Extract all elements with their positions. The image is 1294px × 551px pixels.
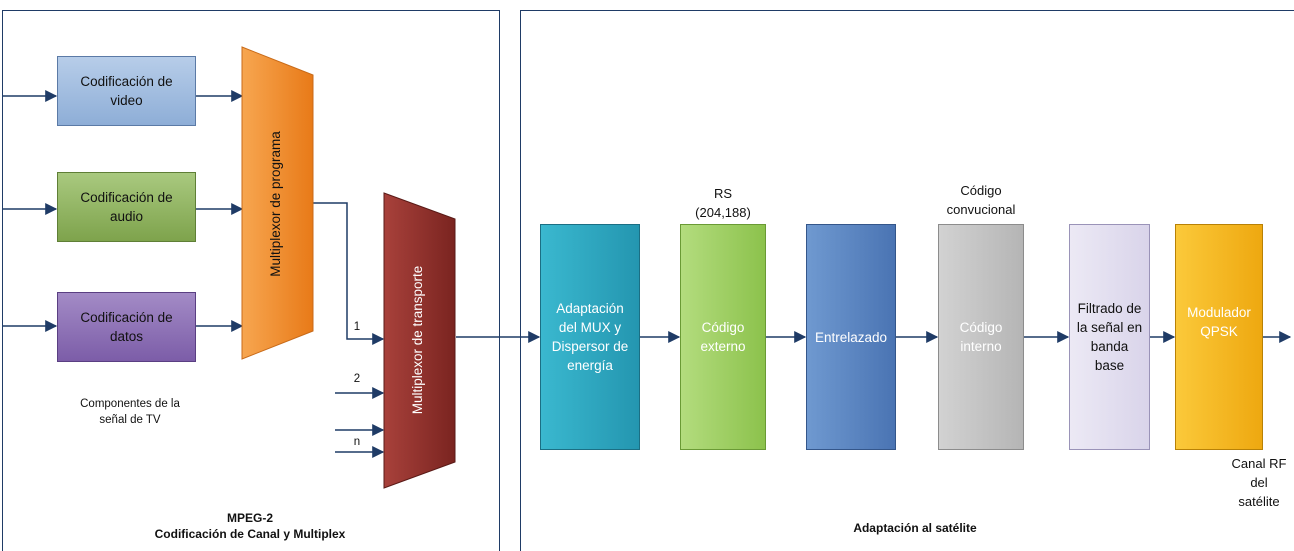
rf-label: Canal RF del satélite [1226, 454, 1292, 511]
datos-coding-block: Codificación de datos [57, 292, 196, 362]
rs-label-line1: RS [713, 186, 733, 201]
entrelazado-block: Entrelazado [806, 224, 896, 450]
program-mux-label: Multiplexor de programa [268, 131, 283, 277]
rs-label-line2: (204,188) [695, 205, 751, 220]
adaptacion-line4: energía [567, 358, 613, 373]
components-label: Componentes de la señal de TV [60, 396, 200, 428]
left-panel [2, 10, 500, 551]
filtrado-line2: la señal en [1076, 320, 1143, 335]
externo-line1: Código [701, 320, 745, 335]
transport-mux-shape [383, 192, 456, 489]
datos-coding-line1: Codificación de [80, 310, 173, 325]
adaptacion-line1: Adaptación [556, 301, 624, 316]
audio-coding-line2: audio [109, 209, 144, 224]
filtrado-line4: base [1094, 358, 1125, 373]
adaptacion-line2: del MUX y [558, 320, 622, 335]
right-panel [520, 10, 1294, 551]
left-title-line2: Codificación de Canal y Multiplex [154, 527, 346, 541]
entrelazado-line1: Entrelazado [814, 329, 888, 345]
modulador-line2: QPSK [1200, 324, 1238, 339]
video-coding-line2: video [110, 93, 143, 108]
codigo-externo-block: Código externo [680, 224, 766, 450]
filtrado-block: Filtrado de la señal en banda base [1069, 224, 1150, 450]
input-label-n: n [353, 436, 361, 448]
modulador-block: Modulador QPSK [1175, 224, 1263, 450]
video-coding-line1: Codificación de [80, 74, 173, 89]
audio-coding-line1: Codificación de [80, 190, 173, 205]
externo-line2: externo [700, 339, 746, 354]
components-label-line1: Componentes de la [80, 398, 180, 410]
left-panel-title: MPEG-2 Codificación de Canal y Multiplex [100, 510, 400, 542]
interno-line1: Código [959, 320, 1003, 335]
audio-coding-block: Codificación de audio [57, 172, 196, 242]
rs-label: RS (204,188) [673, 184, 773, 222]
adaptacion-line3: Dispersor de [551, 339, 629, 354]
input-label-1: 1 [353, 321, 361, 333]
program-mux-shape [241, 46, 314, 360]
codigo-interno-block: Código interno [938, 224, 1024, 450]
input-label-2: 2 [353, 373, 361, 385]
filtrado-line1: Filtrado de [1077, 301, 1142, 316]
video-coding-block: Codificación de video [57, 56, 196, 126]
modulador-line1: Modulador [1187, 305, 1251, 320]
conv-label-line1: Código [960, 183, 1002, 198]
interno-line2: interno [960, 339, 1002, 354]
rf-label-line3: satélite [1238, 494, 1280, 509]
adaptacion-block: Adaptación del MUX y Dispersor de energí… [540, 224, 640, 450]
arrow-program-transport [313, 202, 385, 345]
right-panel-title: Adaptación al satélite [853, 521, 977, 535]
conv-label: Código convucional [931, 181, 1031, 219]
rf-label-line1: Canal RF [1231, 456, 1287, 471]
transport-mux-label: Multiplexor de transporte [410, 265, 425, 415]
rf-label-line2: del [1250, 475, 1268, 490]
components-label-line2: señal de TV [99, 414, 161, 426]
left-title-line1: MPEG-2 [226, 511, 273, 525]
conv-label-line2: convucional [946, 202, 1016, 217]
datos-coding-line2: datos [109, 329, 144, 344]
filtrado-line3: banda [1090, 339, 1129, 354]
